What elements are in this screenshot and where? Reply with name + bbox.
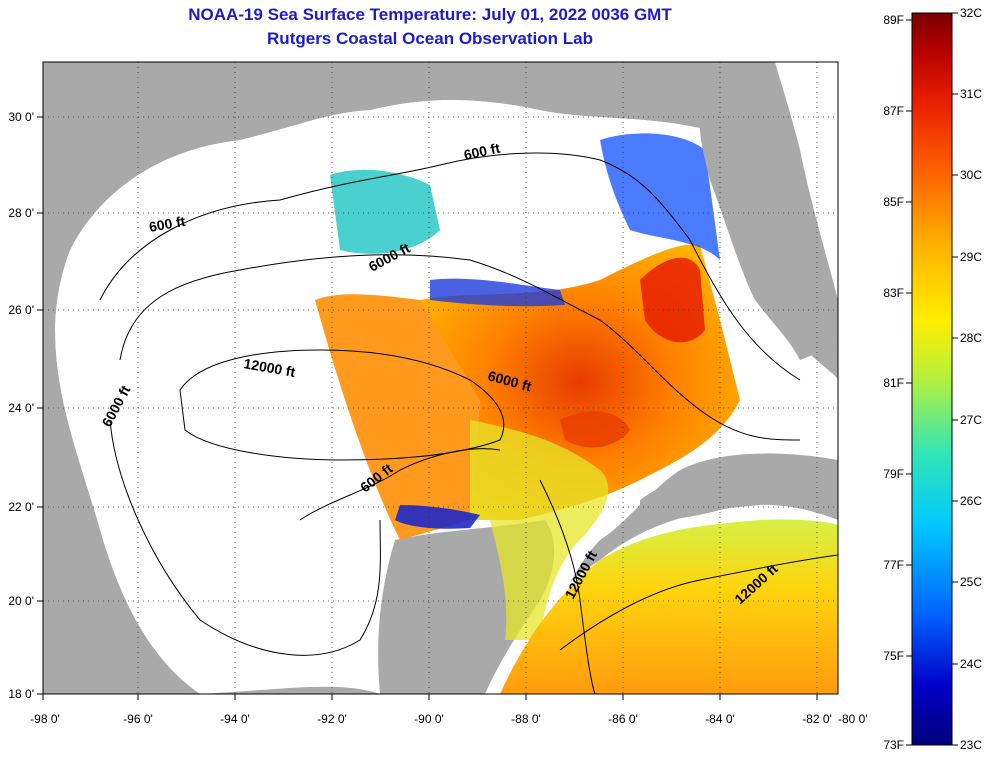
lon-tick-label: -84 0' [705, 712, 735, 726]
sst-cool-fringe-north [330, 169, 440, 254]
lon-tick-label: -82 0' [802, 712, 832, 726]
lon-tick-label: -88 0' [511, 712, 541, 726]
contour-6000ft [119, 254, 801, 441]
colorbar [911, 12, 953, 746]
contour-12000ft-caribbean [559, 554, 838, 651]
lat-tick-label: 22 0' [8, 500, 34, 514]
lon-tick-label: -90 0' [414, 712, 444, 726]
colorbar-ticks [906, 12, 958, 746]
lon-tick-label: -80 0' [838, 712, 868, 726]
colorbar-f-label: 77F [883, 558, 904, 572]
contour-600ft-campeche [299, 448, 501, 521]
colorbar-c-label: 31C [960, 87, 982, 101]
colorbar-c-label: 32C [960, 6, 982, 20]
colorbar-c-label: 25C [960, 575, 982, 589]
lat-tick-label: 18 0' [8, 687, 34, 701]
colorbar-c-label: 28C [960, 331, 982, 345]
colorbar-c-label: 26C [960, 494, 982, 508]
campeche-land [200, 686, 380, 694]
colorbar-f-label: 89F [883, 13, 904, 27]
sst-swath-channel [470, 420, 609, 640]
lon-tick-label: -92 0' [317, 712, 347, 726]
colorbar-c-label: 30C [960, 168, 982, 182]
lat-tick-label: 20 0' [8, 594, 34, 608]
contour-label: 600 ft [148, 213, 187, 235]
lat-lon-grid [43, 62, 838, 694]
florida-land [700, 100, 838, 360]
axis-ticks [37, 116, 818, 700]
lat-tick-label: 24 0' [8, 401, 34, 415]
colorbar-c-label: 24C [960, 657, 982, 671]
sst-blue-patch-yucatan [395, 505, 480, 529]
contour-channel [539, 479, 596, 694]
colorbar-f-label: 75F [883, 649, 904, 663]
lat-tick-label: 30 0' [8, 110, 34, 124]
colorbar-f-label: 83F [883, 286, 904, 300]
mexico-land [43, 330, 200, 694]
colorbar-c-label: 27C [960, 413, 982, 427]
map-subtitle: Rutgers Coastal Ocean Observation Lab [267, 29, 593, 48]
lon-tick-label: -98 0' [30, 712, 60, 726]
sst-hot-spot-2 [560, 411, 630, 448]
colorbar-f-label: 73F [883, 738, 904, 752]
atlantic-water [775, 62, 838, 300]
contour-label: 600 ft [462, 140, 501, 163]
map-frame [42, 61, 839, 695]
contour-600ft-shelf [99, 152, 801, 381]
sst-swath-west [315, 294, 480, 540]
colorbar-f-label: 79F [883, 467, 904, 481]
sst-blue-patch-north [430, 278, 565, 307]
lon-tick-label: -96 0' [123, 712, 153, 726]
us-gulf-coast-land [43, 62, 775, 330]
contour-12000ft [179, 349, 505, 461]
sst-cool-fringe-east [600, 133, 720, 260]
colorbar-c-label: 23C [960, 738, 982, 752]
colorbar-f-label: 85F [883, 195, 904, 209]
lon-tick-label: -94 0' [220, 712, 250, 726]
sst-caribbean [500, 519, 838, 694]
bathymetry-contours [99, 152, 838, 694]
colorbar-f-label: 81F [883, 376, 904, 390]
lat-tick-label: 26 0' [8, 303, 34, 317]
lat-tick-label: 28 0' [8, 206, 34, 220]
colorbar-f-label: 87F [883, 104, 904, 118]
lon-tick-label: -86 0' [608, 712, 638, 726]
cuba-land [640, 467, 838, 521]
colorbar-c-label: 29C [960, 250, 982, 264]
map-title: NOAA-19 Sea Surface Temperature: July 01… [188, 5, 672, 24]
sst-hot-spot [640, 257, 705, 343]
contour-6000ft-inner [109, 419, 381, 656]
